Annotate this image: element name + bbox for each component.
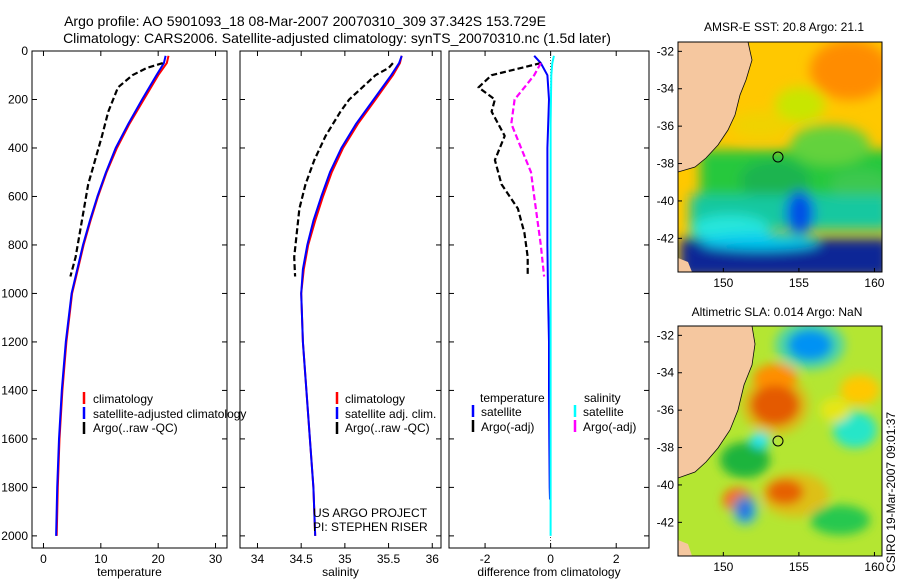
- project-label: US ARGO PROJECT: [313, 506, 428, 520]
- legend-label-argo: Argo(..raw -QC): [345, 421, 430, 435]
- y-tick-label: -36: [657, 119, 675, 133]
- x-tick-label: 10: [94, 552, 108, 566]
- y-tick-label: 600: [8, 189, 28, 203]
- y-tick-label: -38: [657, 441, 675, 455]
- y-tick-label: 400: [8, 141, 28, 155]
- figure-title-line2: Climatology: CARS2006. Satellite-adjuste…: [63, 30, 611, 46]
- series-line: [293, 62, 394, 277]
- legend-label-satellite: satellite-adjusted climatology: [93, 407, 246, 421]
- salinity-panel: 34 34.5 35 35.5 36 salinity: [239, 50, 442, 579]
- x-tick-label: 150: [713, 276, 733, 290]
- y-tick-label: -40: [657, 478, 675, 492]
- y-tick-label: 1800: [1, 480, 28, 494]
- series-line: [510, 62, 546, 277]
- pi-label: PI: STEPHEN RISER: [313, 520, 428, 534]
- plot-frame: [31, 50, 228, 549]
- difference-legend: temperature satellite Argo(-adj) salinit…: [471, 391, 636, 434]
- sst-field: [678, 42, 882, 272]
- x-tick-label: 0: [40, 552, 47, 566]
- x-tick-label: -2: [480, 552, 491, 566]
- x-axis-label: difference from climatology: [477, 565, 620, 579]
- x-tick-label: 35.5: [377, 552, 401, 566]
- series-line: [300, 55, 403, 536]
- x-tick-label: 160: [864, 276, 884, 290]
- x-tick-label: 150: [713, 560, 733, 574]
- series-line: [549, 55, 555, 536]
- x-tick-label: 0: [547, 552, 554, 566]
- legend-label-climatology: climatology: [93, 392, 153, 406]
- salinity-legend: climatology satellite adj. clim. Argo(..…: [335, 392, 436, 435]
- legend-label-argo: Argo(..raw -QC): [93, 421, 178, 435]
- y-tick-label: -38: [657, 157, 675, 171]
- x-tick-label: 34: [251, 552, 265, 566]
- y-tick-label: -34: [657, 366, 675, 380]
- y-tick-label: -40: [657, 194, 675, 208]
- x-tick-label: 160: [864, 560, 884, 574]
- legend-heading-temperature: temperature: [480, 391, 545, 405]
- y-tick-label: 1600: [1, 432, 28, 446]
- x-tick-label: 20: [151, 552, 165, 566]
- x-tick-label: 155: [789, 276, 809, 290]
- legend-heading-salinity: salinity: [584, 391, 621, 405]
- y-tick-label: -32: [657, 44, 675, 58]
- legend-label-temp-satellite: satellite: [481, 405, 522, 419]
- legend-label-climatology: climatology: [345, 392, 405, 406]
- series-line: [55, 55, 167, 536]
- y-tick-label: -42: [657, 231, 675, 245]
- sst-map: AMSR-E SST: 20.8 Argo: 21.1: [657, 20, 885, 290]
- series-line: [533, 55, 551, 500]
- y-tick-label: -32: [657, 328, 675, 342]
- y-tick-label: -42: [657, 515, 675, 529]
- x-tick-label: 34.5: [289, 552, 313, 566]
- x-tick-label: 35: [338, 552, 352, 566]
- y-tick-label: 1200: [1, 335, 28, 349]
- x-tick-label: 30: [209, 552, 223, 566]
- y-tick-label: -34: [657, 82, 675, 96]
- sla-field: [678, 326, 882, 556]
- x-axis-label: salinity: [322, 565, 359, 579]
- legend-label-temp-argo: Argo(-adj): [481, 420, 534, 434]
- legend-label-sal-satellite: satellite: [583, 405, 624, 419]
- series-line: [477, 62, 542, 277]
- credit-label: CSIRO 19-Mar-2007 09:01:37: [884, 412, 898, 572]
- y-tick-label: 200: [8, 92, 28, 106]
- x-axis-label: temperature: [97, 565, 162, 579]
- temperature-panel: 0 10 20 30 0 200 400 600 800 1000 1200 1400 1600 1800…: [1, 44, 228, 579]
- legend-label-satellite: satellite adj. clim.: [345, 407, 436, 421]
- figure-title-line1: Argo profile: AO 5901093_18 08-Mar-2007 …: [64, 13, 546, 29]
- series-line: [69, 62, 164, 277]
- y-tick-label: 0: [21, 44, 28, 58]
- float-location-marker: [772, 435, 784, 447]
- x-tick-label: 36: [426, 552, 440, 566]
- x-tick-label: 155: [789, 560, 809, 574]
- sla-map-title: Altimetric SLA: 0.014 Argo: NaN: [692, 305, 863, 319]
- sla-map-axes: 150 155 160 -32 -34 -36 -38 -40 -42: [657, 328, 885, 574]
- temperature-legend: climatology satellite-adjusted climatolo…: [82, 392, 246, 435]
- plot-frame: [239, 50, 442, 549]
- float-location-marker: [772, 151, 784, 163]
- sla-map: Altimetric SLA: 0.014 Argo: NaN: [657, 305, 885, 574]
- y-tick-label: 1400: [1, 383, 28, 397]
- y-tick-label: 1000: [1, 286, 28, 300]
- y-tick-label: 800: [8, 238, 28, 252]
- sst-map-axes: 150 155 160 -32 -34 -36 -38 -40 -42: [657, 44, 885, 290]
- sst-map-title: AMSR-E SST: 20.8 Argo: 21.1: [704, 20, 864, 34]
- x-tick-label: 2: [613, 552, 620, 566]
- legend-label-sal-argo: Argo(-adj): [583, 420, 636, 434]
- y-tick-label: 2000: [1, 529, 28, 543]
- y-tick-label: -36: [657, 403, 675, 417]
